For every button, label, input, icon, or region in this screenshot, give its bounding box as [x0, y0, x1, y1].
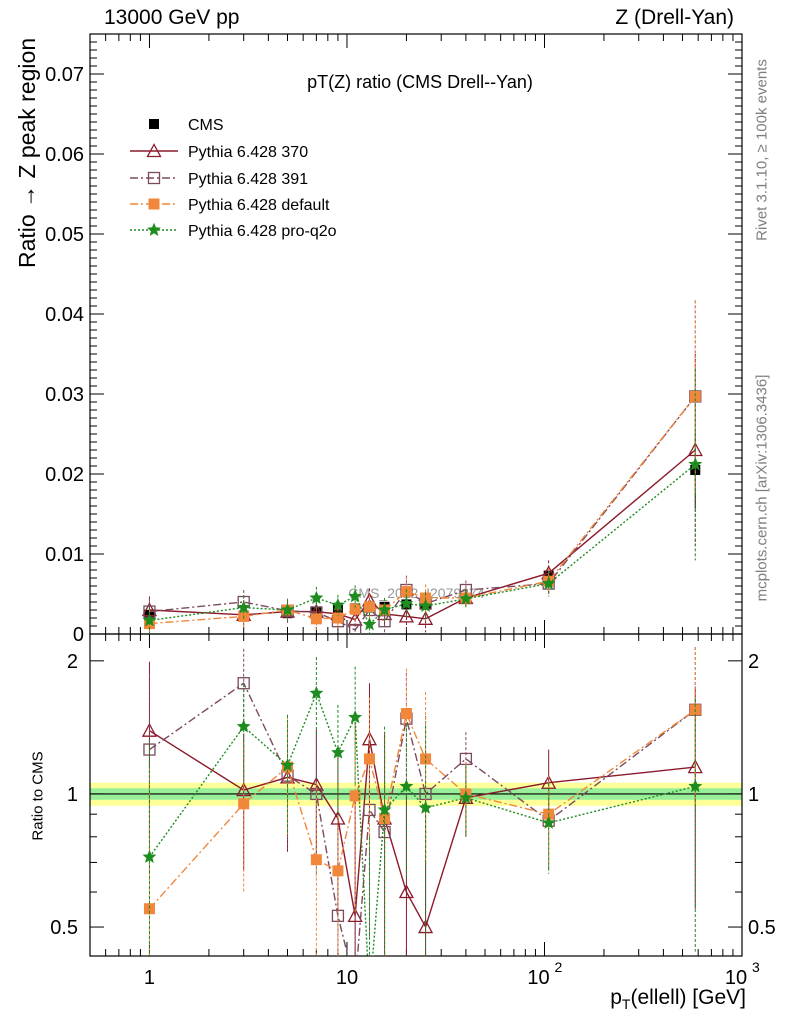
data-point [399, 779, 414, 793]
legend-entry-label: Pythia 6.428 391 [188, 171, 308, 188]
data-point [236, 600, 251, 614]
data-point [348, 623, 362, 634]
x-axis-label: pT(ellell) [GeV] [610, 986, 746, 1013]
ratio-y-tick-label-right: 0.5 [748, 917, 776, 939]
data-point [142, 613, 157, 627]
data-point [331, 745, 345, 759]
data-point [310, 854, 322, 866]
x-tick-label-exponent: 3 [752, 959, 760, 975]
data-point [143, 743, 156, 756]
legend-entry-label: Pythia 6.428 pro-q2o [188, 223, 337, 240]
data-point [142, 849, 157, 863]
x-axis-ticks [89, 34, 734, 956]
data-point [458, 790, 473, 804]
ratio-y-tick-label: 1 [67, 784, 78, 806]
data-point [309, 685, 324, 700]
data-point [347, 907, 363, 922]
ratio-series-line [149, 682, 696, 956]
main-y-tick-label: 0.06 [45, 144, 84, 166]
x-tick-label: 10 [725, 967, 747, 989]
legend-entry-label: Pythia 6.428 370 [188, 144, 308, 161]
data-point [377, 602, 392, 616]
main-y-axis-ticks [90, 33, 742, 635]
header-left-label: 13000 GeV pp [104, 6, 240, 29]
ratio-y-tick-label: 2 [67, 651, 78, 673]
ratio-series-line [148, 691, 696, 956]
data-point [143, 903, 155, 915]
x-tick-label: 1 [144, 967, 155, 989]
data-point [400, 708, 412, 720]
main-y-tick-label: 0.04 [45, 304, 84, 326]
data-point [237, 677, 250, 690]
data-point [280, 758, 295, 772]
main-y-tick-label: 0.03 [45, 384, 84, 406]
data-point [417, 610, 434, 625]
chart-title: pT(Z) ratio (CMS Drell--Yan) [307, 72, 533, 92]
data-point [688, 457, 703, 471]
data-point [238, 798, 250, 810]
data-point [398, 608, 415, 623]
data-point [331, 597, 345, 612]
series-pythia-6-428-default [143, 300, 701, 634]
series-pythia-6-428-pro-q2o [142, 368, 703, 634]
data-point [688, 779, 703, 793]
data-point [236, 719, 251, 733]
x-tick-label: 10 [336, 967, 358, 989]
data-point [349, 790, 361, 802]
data-point [348, 710, 363, 724]
header-right-label: Z (Drell-Yan) [615, 6, 734, 29]
legend-entry-label: CMS [188, 117, 224, 134]
data-point [309, 590, 324, 604]
ratio-series-pythia-6-428-pro-q2o [142, 657, 703, 1001]
data-point [147, 171, 161, 185]
ratio-series-pythia-6-428-default [143, 646, 701, 956]
data-point [149, 119, 159, 129]
data-point [348, 589, 363, 603]
data-point [418, 800, 433, 814]
data-point [147, 222, 161, 236]
data-point [541, 576, 556, 590]
main-y-tick-label: 0.07 [45, 64, 84, 86]
ratio-y-tick-label-right: 1 [748, 784, 759, 806]
main-y-tick-label: 0.05 [45, 224, 84, 246]
data-point [399, 596, 414, 610]
data-point [332, 612, 344, 624]
data-point [363, 601, 375, 613]
ratio-plot-frame [89, 633, 743, 957]
ratio-series-pythia-6-428-370 [141, 661, 703, 956]
legend-entry-label: Pythia 6.428 default [188, 197, 330, 214]
ratio-y-axis-ticks [90, 660, 742, 928]
data-point [146, 143, 162, 158]
data-point [458, 591, 473, 605]
ratio-y-tick-label: 0.5 [50, 917, 78, 939]
data-point [362, 617, 377, 631]
data-point [398, 884, 415, 899]
data-point [541, 815, 556, 829]
ratio-y-tick-label-right: 2 [748, 651, 759, 673]
analysis-watermark: CMS_2022_I2079374 [348, 585, 484, 601]
main-y-tick-label: 0.01 [45, 544, 84, 566]
legend: CMS Pythia 6.428 370 Pythia 6.428 391 Pythi… [130, 117, 337, 240]
x-tick-label-exponent: 2 [554, 959, 562, 975]
data-point [420, 753, 432, 765]
ratio-series-pythia-6-428-391 [143, 646, 702, 956]
main-y-tick-label: 0.02 [45, 464, 84, 486]
data-point [280, 602, 295, 616]
data-point [148, 198, 160, 210]
main-y-tick-label: 0 [73, 624, 84, 646]
x-tick-label: 10 [527, 967, 549, 989]
data-point [349, 603, 361, 615]
data-point [377, 802, 392, 816]
data-point [363, 989, 375, 1001]
data-point [363, 753, 375, 765]
data-point [332, 865, 344, 877]
data-point [310, 613, 322, 625]
data-point [418, 598, 433, 612]
